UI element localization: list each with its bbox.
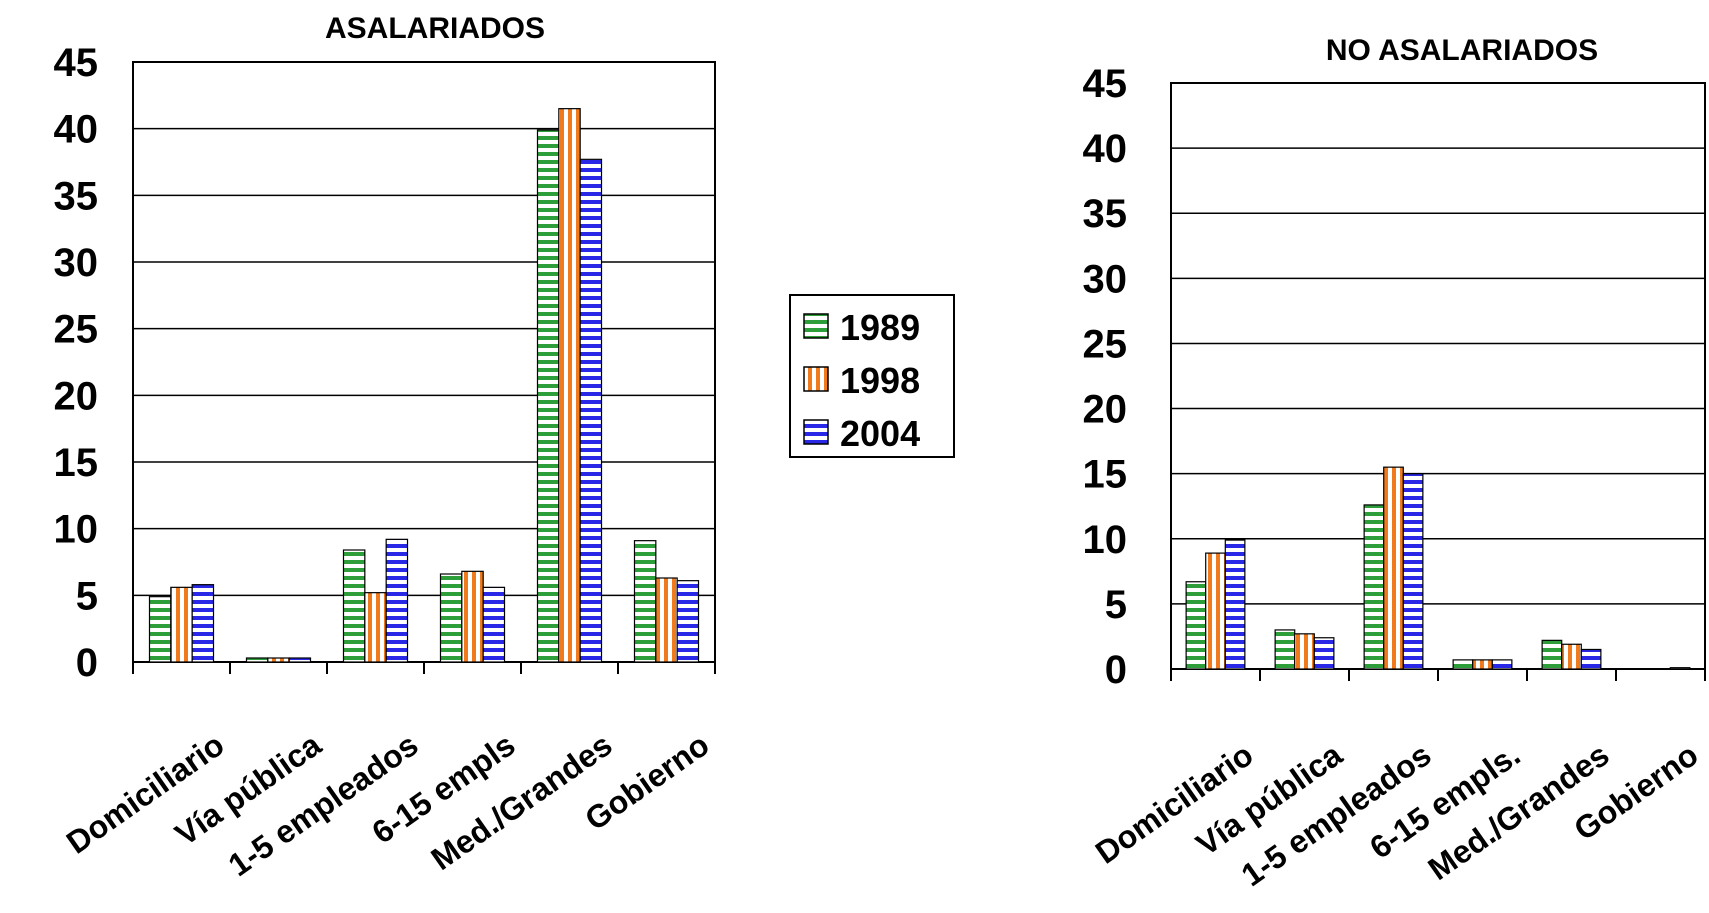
y-tick-label: 45: [54, 41, 99, 85]
legend: 1989 1998 2004: [789, 294, 955, 458]
y-tick-label: 10: [1083, 518, 1128, 562]
plot-frame: [1170, 82, 1706, 670]
bar-1998-0: [1205, 552, 1226, 670]
bar-1989-2: [1363, 504, 1385, 670]
legend-label-1989: 1989: [840, 307, 920, 348]
legend-swatch-1989: [803, 313, 829, 339]
bar-1989-5: [633, 540, 657, 663]
bar-1998-2: [1383, 466, 1404, 670]
y-tick-label: 15: [54, 441, 99, 485]
bar-1989-1: [1274, 629, 1296, 670]
y-tick-label: 40: [54, 108, 99, 152]
bar-1998-2: [364, 592, 387, 663]
legend-swatch-1998: [803, 366, 829, 392]
chart-title: ASALARIADOS: [325, 12, 545, 45]
bar-1998-1: [267, 657, 290, 663]
y-tick-label: 20: [54, 374, 99, 418]
bar-1998-4: [1561, 643, 1582, 670]
y-tick-label: 0: [76, 641, 98, 685]
bar-1989-4: [1541, 639, 1563, 670]
bar-2004-1: [1313, 637, 1335, 670]
y-tick-label: 25: [1083, 322, 1128, 366]
bar-2004-5: [676, 580, 700, 663]
plot-frame: [132, 61, 716, 663]
y-tick-label: 20: [1083, 388, 1128, 432]
y-tick-label: 30: [54, 241, 99, 285]
bar-1989-0: [1185, 581, 1207, 670]
y-tick-label: 25: [54, 308, 99, 352]
bar-1998-4: [558, 108, 581, 663]
bar-2004-3: [1491, 659, 1513, 670]
bar-1998-3: [1472, 659, 1493, 670]
legend-label-2004: 2004: [840, 413, 920, 454]
bar-2004-1: [288, 657, 312, 663]
y-tick-label: 15: [1083, 453, 1128, 497]
y-tick-label: 35: [1083, 192, 1128, 236]
bar-1998-0: [170, 586, 193, 663]
bar-2004-4: [1580, 648, 1602, 670]
bar-1989-4: [536, 129, 560, 663]
bar-1989-3: [439, 573, 463, 663]
chart-title: NO ASALARIADOS: [1326, 34, 1598, 67]
y-tick-label: 5: [76, 574, 98, 618]
bar-2004-4: [579, 158, 603, 663]
bar-2004-0: [1224, 539, 1246, 670]
bar-1989-0: [148, 596, 172, 663]
bar-1998-3: [461, 570, 484, 663]
y-tick-label: 35: [54, 174, 99, 218]
y-tick-label: 5: [1105, 583, 1127, 627]
no-asalariados-chart: NO ASALARIADOS051015202530354045Domicili…: [1083, 34, 1706, 893]
bar-2004-3: [482, 586, 506, 663]
legend-label-1998: 1998: [840, 360, 920, 401]
bar-1989-1: [245, 657, 269, 663]
bar-1998-1: [1294, 633, 1315, 670]
bar-1989-2: [342, 549, 366, 663]
bar-2004-2: [1402, 473, 1424, 670]
y-tick-label: 45: [1083, 62, 1128, 106]
bar-1998-5: [655, 577, 678, 663]
bar-2004-5: [1669, 667, 1691, 670]
legend-swatch-2004: [803, 419, 829, 445]
asalariados-chart: ASALARIADOS051015202530354045Domiciliari…: [54, 12, 716, 883]
bar-2004-0: [191, 584, 215, 663]
y-tick-label: 30: [1083, 257, 1128, 301]
bar-2004-2: [385, 538, 409, 663]
bar-1989-3: [1452, 659, 1474, 670]
y-tick-label: 40: [1083, 127, 1128, 171]
y-tick-label: 10: [54, 508, 99, 552]
y-tick-label: 0: [1105, 648, 1127, 692]
